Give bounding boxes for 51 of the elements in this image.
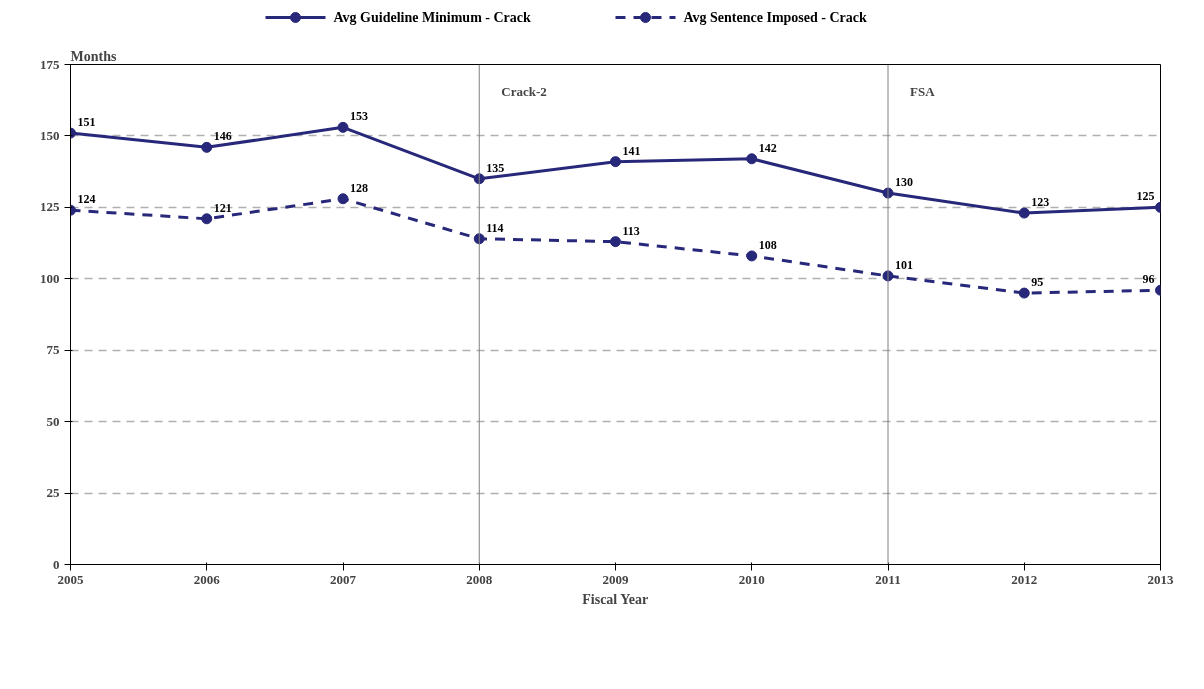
x-tick-label: 2011 bbox=[875, 571, 901, 587]
point bbox=[1018, 287, 1030, 299]
data-label: 121 bbox=[213, 200, 232, 215]
x-tick-label: 2013 bbox=[1147, 571, 1174, 587]
ref-line-label: Crack-2 bbox=[501, 83, 547, 99]
data-label: 135 bbox=[486, 160, 505, 175]
data-label: 108 bbox=[758, 237, 777, 252]
x-tick-label: 2008 bbox=[466, 571, 493, 587]
point bbox=[201, 141, 213, 153]
y-tick-label: 175 bbox=[40, 56, 60, 72]
data-label: 125 bbox=[1136, 189, 1155, 204]
x-tick-label: 2010 bbox=[738, 571, 765, 587]
x-tick-label: 2007 bbox=[330, 571, 357, 587]
data-label: 101 bbox=[895, 257, 913, 272]
x-tick-label: 2006 bbox=[193, 571, 221, 587]
x-tick-label: 2005 bbox=[57, 571, 84, 587]
data-label: 128 bbox=[350, 180, 368, 195]
y-tick-label: 50 bbox=[46, 413, 60, 429]
x-tick-label: 2012 bbox=[1011, 571, 1038, 587]
data-label: 124 bbox=[77, 192, 96, 207]
y-tick-label: 150 bbox=[40, 127, 60, 143]
point bbox=[337, 193, 349, 205]
point bbox=[610, 156, 621, 168]
x-axis-title: Fiscal Year bbox=[582, 591, 649, 607]
point bbox=[746, 153, 758, 165]
data-label: 153 bbox=[350, 109, 368, 124]
x-tick-label: 2009 bbox=[602, 571, 629, 587]
data-label: 123 bbox=[1031, 195, 1050, 210]
data-label: 151 bbox=[77, 115, 96, 130]
y-axis-title: Months bbox=[70, 48, 117, 64]
y-tick-label: 125 bbox=[40, 199, 60, 215]
data-label: 130 bbox=[895, 175, 913, 190]
data-label: 96 bbox=[1142, 272, 1155, 287]
data-label: 95 bbox=[1031, 275, 1044, 290]
point bbox=[746, 250, 758, 262]
data-label: 113 bbox=[622, 223, 640, 238]
ref-line-label: FSA bbox=[910, 83, 936, 99]
point bbox=[337, 121, 349, 133]
legend-label: Avg Guideline Minimum - Crack bbox=[333, 10, 532, 25]
data-label: 141 bbox=[622, 143, 641, 158]
y-tick-label: 75 bbox=[46, 342, 60, 358]
y-tick-label: 25 bbox=[46, 485, 60, 501]
point bbox=[610, 236, 621, 248]
data-label: 146 bbox=[213, 129, 232, 144]
point bbox=[201, 213, 213, 225]
y-tick-label: 0 bbox=[53, 556, 60, 572]
y-tick-label: 100 bbox=[40, 270, 60, 286]
point bbox=[1018, 207, 1030, 219]
legend-label: Avg Sentence Imposed - Crack bbox=[683, 10, 867, 25]
data-label: 114 bbox=[486, 220, 504, 235]
data-label: 142 bbox=[758, 140, 777, 155]
